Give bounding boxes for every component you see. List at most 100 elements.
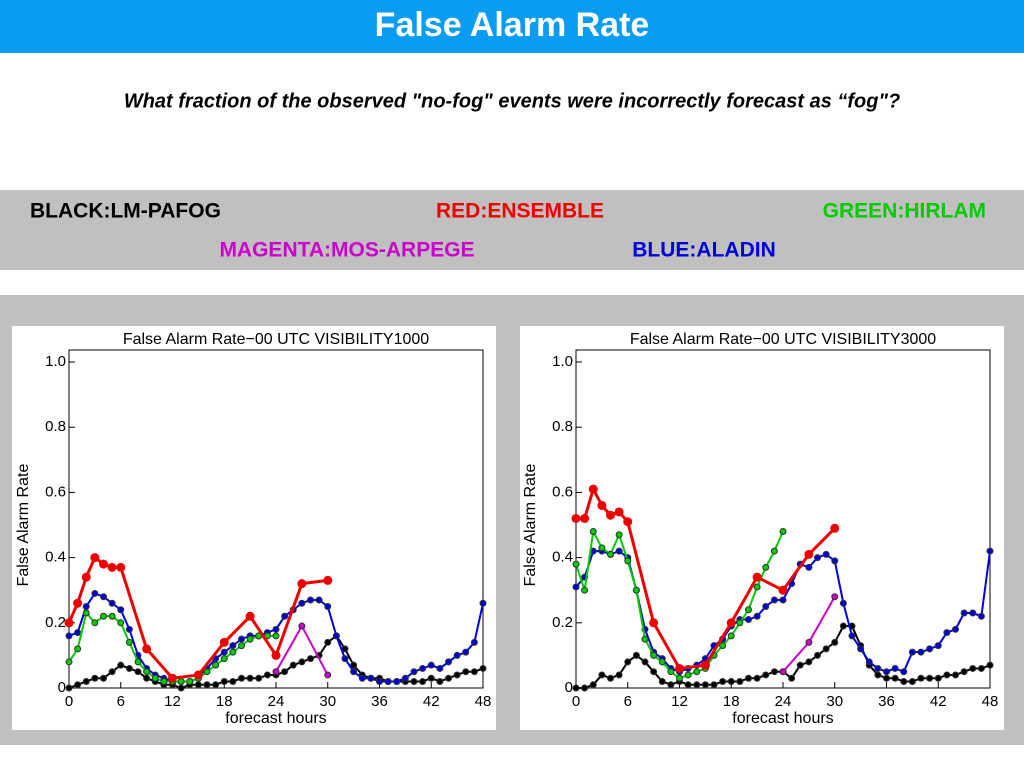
data-point (865, 658, 873, 666)
data-point (752, 572, 762, 582)
data-point (142, 644, 152, 654)
data-point (203, 681, 211, 689)
data-point (73, 598, 83, 608)
data-point (700, 660, 710, 670)
data-point (667, 668, 675, 676)
x-tick-label: 42 (423, 693, 440, 710)
data-point (589, 681, 597, 689)
data-point (753, 612, 761, 620)
data-point (470, 638, 478, 646)
x-tick-label: 12 (164, 693, 181, 710)
data-point (986, 547, 994, 555)
data-point (134, 668, 142, 676)
data-point (307, 596, 314, 604)
data-point (65, 658, 73, 666)
data-point (804, 549, 814, 559)
data-point (90, 553, 100, 563)
y-axis-label: False Alarm Rate (15, 464, 32, 587)
data-point (436, 677, 444, 685)
data-point (727, 677, 735, 685)
data-point (831, 557, 839, 565)
data-point (358, 674, 366, 682)
data-point (814, 651, 821, 659)
data-point (891, 674, 899, 682)
data-point (805, 563, 813, 571)
legend-entry: RED:ENSEMBLE (436, 200, 604, 223)
data-point (762, 563, 770, 571)
data-point (684, 681, 692, 689)
y-tick-label: 0 (58, 679, 66, 696)
data-point (272, 632, 280, 640)
data-point (684, 671, 692, 679)
x-tick-label: 6 (624, 693, 632, 710)
x-tick-label: 30 (826, 693, 843, 710)
legend-band (0, 190, 1024, 270)
data-point (193, 670, 203, 680)
data-point (419, 664, 427, 672)
data-point (212, 681, 220, 689)
data-point (445, 674, 452, 682)
data-point (969, 664, 977, 672)
data-point (332, 632, 340, 640)
data-point (926, 674, 934, 682)
data-point (116, 562, 126, 572)
data-point (701, 681, 709, 689)
data-point (82, 603, 90, 610)
data-point (436, 664, 444, 672)
data-point (883, 668, 890, 676)
y-axis-label: False Alarm Rate (522, 464, 539, 587)
data-point (598, 544, 606, 552)
data-point (874, 664, 882, 672)
data-point (281, 612, 289, 620)
x-tick-label: 18 (723, 693, 740, 710)
y-tick-label: 1.0 (45, 353, 66, 370)
data-point (606, 510, 615, 520)
y-tick-label: 1.0 (552, 353, 573, 370)
question: What fraction of the observed "no-fog" e… (124, 90, 900, 112)
data-point (650, 651, 658, 659)
y-tick-label: 0.8 (552, 418, 573, 435)
data-point (229, 677, 237, 685)
legend-entry: MAGENTA:MOS-ARPEGE (219, 239, 474, 262)
data-point (607, 674, 614, 682)
data-point (779, 528, 787, 536)
data-point (100, 612, 107, 620)
data-point (74, 629, 82, 637)
data-point (926, 645, 934, 653)
data-point (934, 674, 942, 682)
data-point (632, 586, 640, 594)
data-point (943, 629, 951, 637)
data-point (229, 648, 237, 656)
data-point (874, 671, 882, 679)
data-point (788, 674, 796, 682)
x-tick-label: 6 (117, 693, 125, 710)
data-point (298, 622, 306, 630)
data-point (779, 668, 787, 676)
data-point (796, 661, 804, 669)
data-point (658, 677, 666, 685)
x-tick-label: 12 (671, 693, 688, 710)
data-point (762, 671, 770, 679)
x-tick-label: 48 (982, 693, 999, 710)
data-point (143, 674, 151, 682)
data-point (719, 642, 727, 650)
data-point (410, 668, 418, 676)
data-point (588, 484, 598, 494)
data-point (143, 668, 151, 676)
data-point (91, 589, 99, 597)
data-point (830, 523, 840, 533)
data-point (74, 645, 82, 653)
data-point (108, 668, 116, 676)
data-point (107, 562, 117, 572)
data-point (281, 668, 289, 676)
data-point (462, 648, 470, 656)
data-point (762, 603, 770, 610)
data-point (125, 638, 133, 646)
data-point (597, 500, 607, 510)
data-point (753, 674, 761, 682)
data-point (367, 674, 375, 682)
data-point (117, 606, 125, 614)
data-point (298, 599, 306, 607)
data-point (908, 677, 916, 685)
data-point (710, 681, 718, 689)
